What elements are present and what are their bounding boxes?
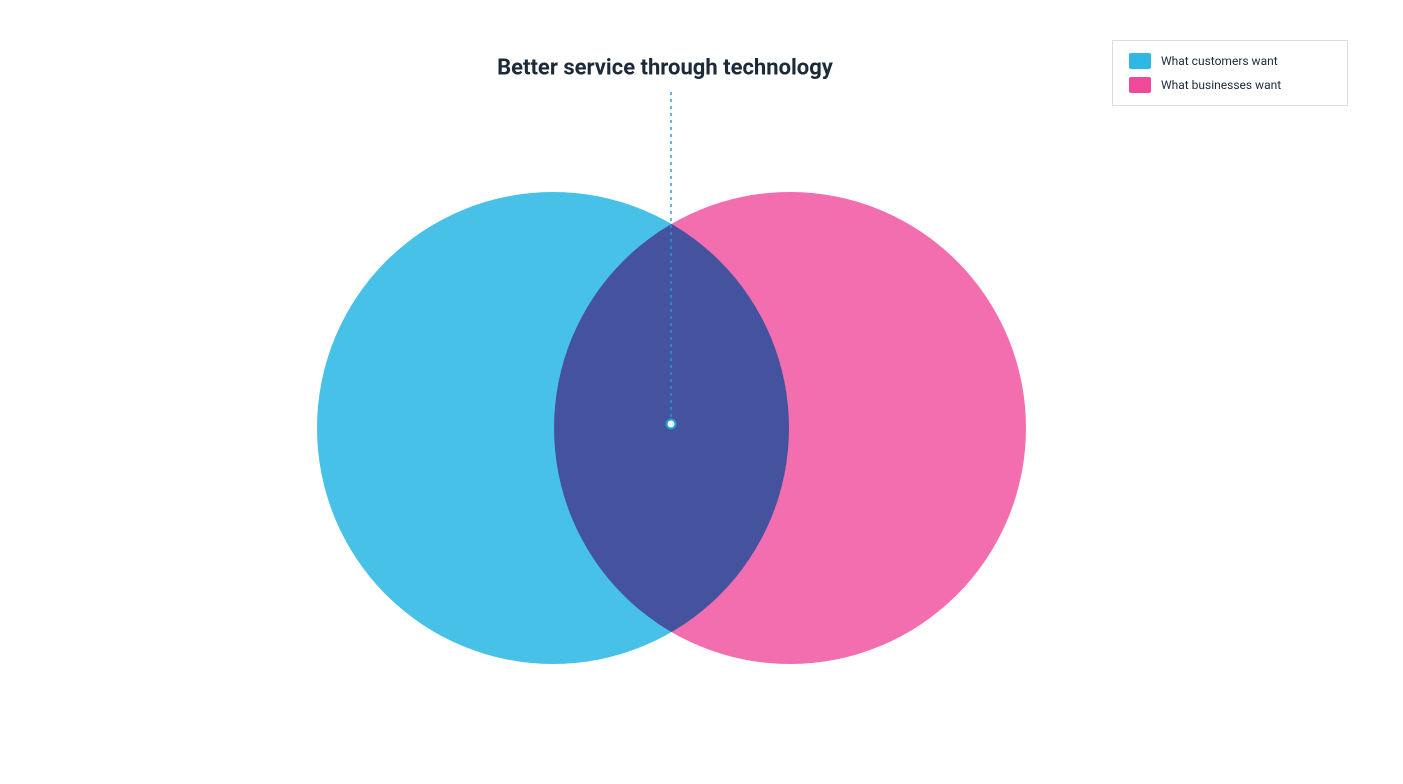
legend: What customers want What businesses want (1112, 40, 1348, 106)
connector-dot-icon (667, 420, 676, 429)
legend-item-customers: What customers want (1129, 53, 1331, 69)
legend-label-businesses: What businesses want (1161, 78, 1281, 92)
venn-diagram (0, 0, 1403, 784)
legend-swatch-customers (1129, 53, 1151, 69)
legend-item-businesses: What businesses want (1129, 77, 1331, 93)
legend-swatch-businesses (1129, 77, 1151, 93)
legend-label-customers: What customers want (1161, 54, 1278, 68)
venn-circle-businesses (554, 192, 1026, 664)
